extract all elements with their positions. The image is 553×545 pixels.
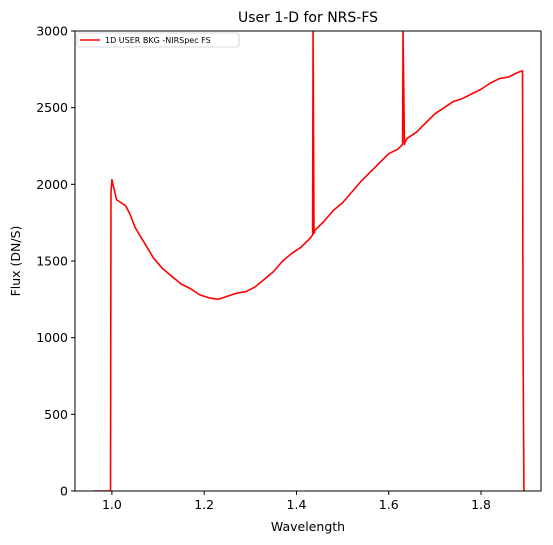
y-tick-label: 1500: [36, 254, 68, 269]
y-tick-label: 2500: [36, 100, 68, 115]
x-tick-label: 1.8: [471, 497, 491, 512]
y-axis-label: Flux (DN/S): [8, 226, 23, 297]
y-tick-label: 0: [60, 484, 68, 499]
series-line-0: [93, 31, 525, 491]
y-tick-label: 500: [44, 407, 68, 422]
x-axis-label: Wavelength: [271, 519, 345, 534]
axes: 1.0 1.2 1.4 1.6 1.8 0 500 1000 1500 2000 2500 3000: [36, 24, 542, 512]
y-tick-label: 1000: [36, 330, 68, 345]
legend: 1D USER BKG -NIRSpec FS: [76, 32, 240, 48]
plot-area: [93, 31, 525, 491]
chart-title: User 1-D for NRS-FS: [238, 10, 378, 26]
plot-frame: [74, 30, 542, 492]
x-tick-label: 1.2: [194, 497, 214, 512]
legend-label: 1D USER BKG -NIRSpec FS: [105, 36, 211, 45]
y-tick-label: 3000: [36, 24, 68, 39]
y-tick-label: 2000: [36, 177, 68, 192]
x-tick-label: 1.0: [102, 497, 122, 512]
x-tick-label: 1.4: [287, 497, 307, 512]
legend-box: [76, 32, 240, 48]
x-tick-label: 1.6: [379, 497, 399, 512]
